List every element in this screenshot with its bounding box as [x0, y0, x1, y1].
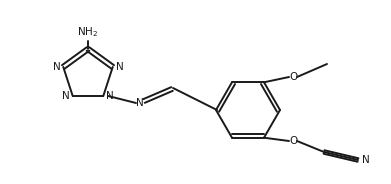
Text: N: N: [136, 98, 144, 108]
Text: N: N: [116, 62, 124, 72]
Text: N: N: [62, 91, 70, 101]
Text: NH$_2$: NH$_2$: [77, 25, 99, 39]
Text: O: O: [289, 136, 297, 146]
Text: O: O: [289, 72, 297, 82]
Text: N: N: [106, 91, 114, 101]
Text: N: N: [362, 155, 370, 165]
Text: N: N: [52, 62, 60, 72]
